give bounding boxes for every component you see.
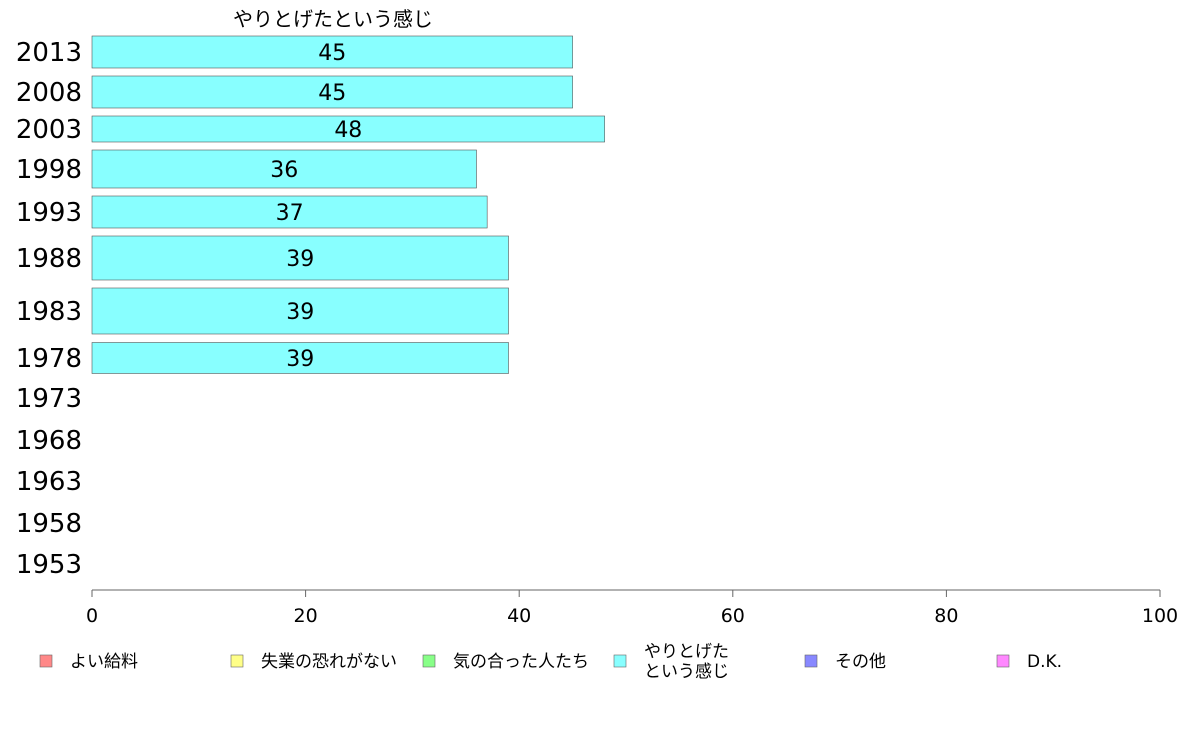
bars-group: 45 45 48 36 37 39 39 39 — [91, 35, 605, 374]
bar — [91, 287, 509, 335]
bar — [91, 115, 605, 143]
x-tick-label: 40 — [507, 605, 531, 627]
legend-label: やりとげた — [644, 642, 729, 662]
y-tick-label: 1988 — [16, 244, 82, 274]
x-tick-label: 100 — [1142, 605, 1178, 627]
legend-label: その他 — [835, 652, 886, 672]
legend: よい給料 失業の恐れがない 気の合った人たち やりとげたという感じ その他 D.K. — [39, 642, 1062, 682]
y-tick-label: 1953 — [16, 550, 82, 580]
chart-title: やりとげたという感じ — [233, 7, 433, 31]
bar-value-label: 39 — [286, 347, 314, 372]
x-tick-label: 20 — [294, 605, 318, 627]
bar-value-label: 39 — [286, 247, 314, 272]
bar — [91, 235, 509, 281]
bar-value-label: 45 — [318, 81, 346, 106]
legend-swatch — [613, 654, 627, 668]
x-tick-label: 80 — [934, 605, 958, 627]
y-tick-label: 1963 — [16, 467, 82, 497]
y-tick-label: 1983 — [16, 297, 82, 327]
legend-label: よい給料 — [70, 652, 138, 672]
y-tick-label: 2013 — [16, 38, 82, 68]
legend-label: 気の合った人たち — [453, 652, 589, 672]
x-tick-label: 0 — [86, 605, 98, 627]
legend-swatch — [422, 654, 436, 668]
y-tick-label: 2008 — [16, 78, 82, 108]
bar — [91, 342, 509, 374]
bar — [91, 35, 573, 69]
bar-value-label: 45 — [318, 41, 346, 66]
bar — [91, 75, 573, 109]
y-tick-label: 1978 — [16, 344, 82, 374]
bar — [91, 149, 477, 189]
x-tick-label: 60 — [721, 605, 745, 627]
y-tick-label: 1998 — [16, 155, 82, 185]
bar-value-label: 37 — [276, 201, 304, 226]
y-tick-labels: 2013 2008 2003 1998 1993 1988 1983 1978 1973 1968… — [16, 38, 82, 580]
bar-value-label: 48 — [334, 118, 362, 143]
legend-swatch — [996, 654, 1010, 668]
y-tick-label: 2003 — [16, 115, 82, 145]
y-tick-label: 1993 — [16, 198, 82, 228]
y-tick-label: 1973 — [16, 384, 82, 414]
legend-swatch — [39, 654, 53, 668]
legend-swatch — [804, 654, 818, 668]
legend-label: という感じ — [644, 662, 729, 682]
bar-value-label: 36 — [270, 158, 298, 183]
bar-value-label: 39 — [286, 300, 314, 325]
y-tick-label: 1968 — [16, 426, 82, 456]
legend-label: D.K. — [1027, 652, 1062, 672]
x-axis: 0 20 40 60 80 100 — [86, 589, 1178, 627]
legend-label: 失業の恐れがない — [261, 652, 397, 672]
bar — [91, 195, 488, 229]
legend-swatch — [230, 654, 244, 668]
y-tick-label: 1958 — [16, 509, 82, 539]
